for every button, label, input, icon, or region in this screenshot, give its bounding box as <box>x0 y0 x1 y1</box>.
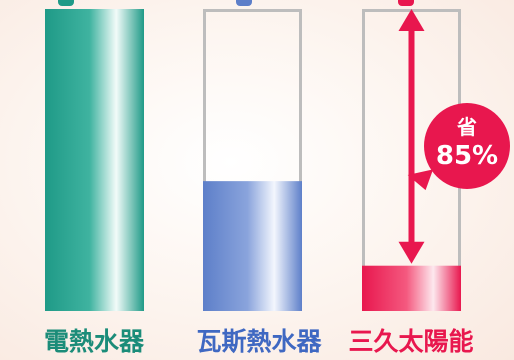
bar-solar <box>362 265 461 311</box>
top-stub-electric <box>58 0 74 6</box>
savings-word: 省 <box>457 115 477 139</box>
category-label-electric: 電熱水器 <box>43 327 144 356</box>
top-stub-gas <box>236 0 252 6</box>
savings-arrow-head-up <box>398 9 425 31</box>
savings-percent: 85% <box>435 141 499 171</box>
savings-bubble: 省 85% <box>424 103 510 189</box>
top-stub-solar <box>398 0 414 6</box>
category-label-gas: 瓦斯熱水器 <box>196 327 322 356</box>
bar-electric <box>45 9 144 311</box>
savings-arrow-head-down <box>398 241 425 264</box>
bar-gas <box>203 181 302 311</box>
category-label-solar: 三久太陽能 <box>348 327 474 356</box>
